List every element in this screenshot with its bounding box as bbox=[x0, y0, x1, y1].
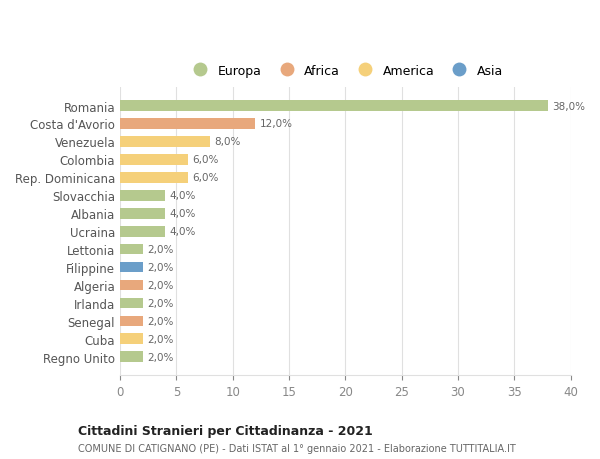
Text: 4,0%: 4,0% bbox=[170, 191, 196, 201]
Bar bbox=[120, 352, 143, 363]
Text: 12,0%: 12,0% bbox=[260, 119, 293, 129]
Text: 2,0%: 2,0% bbox=[147, 298, 173, 308]
Bar bbox=[120, 137, 210, 147]
Text: 2,0%: 2,0% bbox=[147, 245, 173, 255]
Bar bbox=[120, 280, 143, 291]
Bar bbox=[120, 155, 188, 165]
Bar bbox=[120, 101, 548, 112]
Text: 4,0%: 4,0% bbox=[170, 227, 196, 237]
Bar bbox=[120, 244, 143, 255]
Bar bbox=[120, 334, 143, 345]
Text: 2,0%: 2,0% bbox=[147, 352, 173, 362]
Bar bbox=[120, 226, 165, 237]
Bar bbox=[120, 262, 143, 273]
Bar bbox=[120, 316, 143, 326]
Legend: Europa, Africa, America, Asia: Europa, Africa, America, Asia bbox=[183, 60, 508, 83]
Text: 2,0%: 2,0% bbox=[147, 316, 173, 326]
Bar bbox=[120, 119, 255, 129]
Text: COMUNE DI CATIGNANO (PE) - Dati ISTAT al 1° gennaio 2021 - Elaborazione TUTTITAL: COMUNE DI CATIGNANO (PE) - Dati ISTAT al… bbox=[78, 443, 516, 453]
Bar bbox=[120, 173, 188, 183]
Text: 2,0%: 2,0% bbox=[147, 263, 173, 273]
Bar bbox=[120, 208, 165, 219]
Text: 6,0%: 6,0% bbox=[192, 155, 218, 165]
Text: 38,0%: 38,0% bbox=[553, 101, 586, 111]
Text: Cittadini Stranieri per Cittadinanza - 2021: Cittadini Stranieri per Cittadinanza - 2… bbox=[78, 424, 373, 437]
Bar bbox=[120, 298, 143, 308]
Text: 6,0%: 6,0% bbox=[192, 173, 218, 183]
Text: 4,0%: 4,0% bbox=[170, 209, 196, 219]
Text: 2,0%: 2,0% bbox=[147, 280, 173, 291]
Text: 8,0%: 8,0% bbox=[215, 137, 241, 147]
Text: 2,0%: 2,0% bbox=[147, 334, 173, 344]
Bar bbox=[120, 190, 165, 201]
